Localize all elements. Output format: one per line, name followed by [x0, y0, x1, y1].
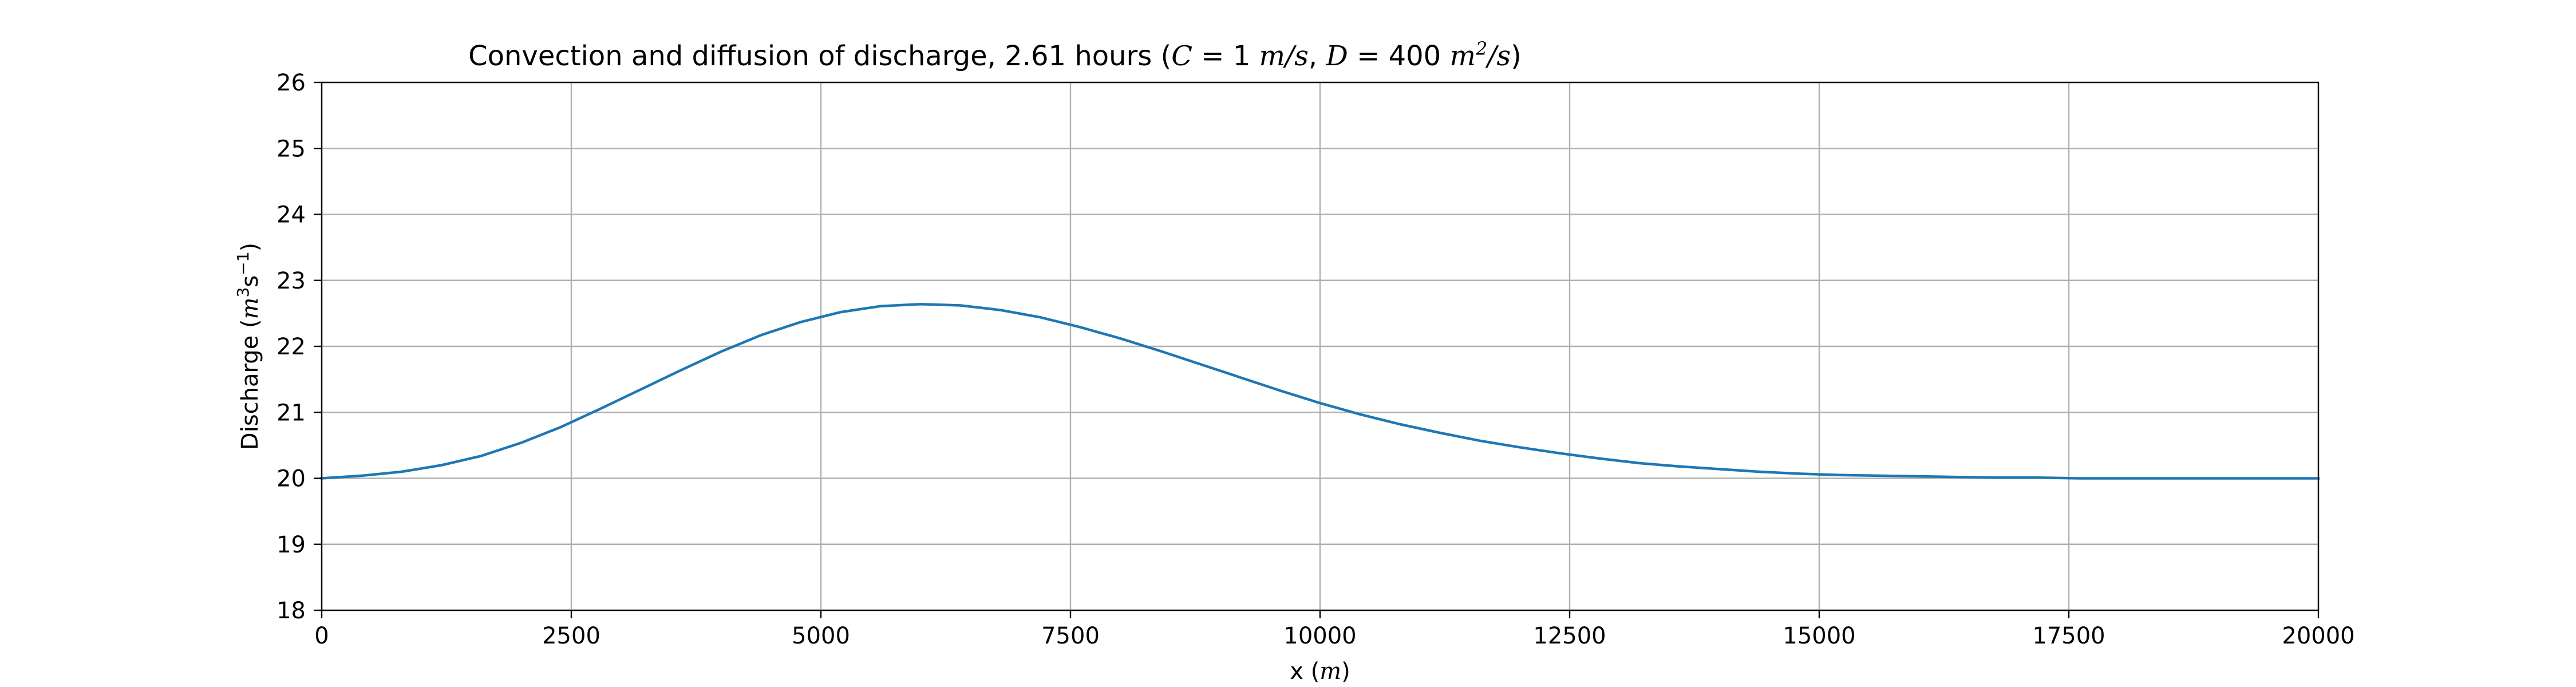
x-axis-label-close: )	[1341, 658, 1350, 685]
x-axis-label-unit: m	[1319, 658, 1341, 685]
x-tick-label: 20000	[2282, 623, 2354, 649]
x-tick-label: 12500	[1533, 623, 1606, 649]
series-layer	[320, 302, 2320, 480]
x-tick-label: 2500	[542, 623, 600, 649]
title-suffix: )	[1511, 40, 1522, 72]
x-tick-label: 7500	[1041, 623, 1100, 649]
y-tick-label: 19	[276, 532, 306, 558]
y-axis-label-exp-neg1: −1	[234, 252, 252, 275]
y-tick-label: 18	[276, 598, 306, 624]
x-axis-label-text: x (	[1290, 658, 1319, 685]
title-d-unit-rest: /s	[1485, 40, 1511, 72]
y-tick-label: 22	[276, 334, 306, 360]
y-tick-label: 25	[276, 136, 306, 162]
x-tick-label: 5000	[792, 623, 850, 649]
title-c-symbol: C	[1171, 40, 1192, 72]
x-tick-label: 17500	[2032, 623, 2105, 649]
y-tick-label: 24	[276, 202, 306, 228]
y-axis-label: Discharge (m3s−1)	[234, 243, 263, 450]
x-tick-label: 0	[314, 623, 329, 649]
title-d-unit-base: m	[1449, 40, 1476, 72]
y-axis-label-unit-m: m	[237, 297, 263, 319]
y-tick-label: 26	[276, 70, 306, 96]
title-c-value: = 1	[1192, 40, 1259, 72]
title-d-value: = 400	[1348, 40, 1450, 72]
y-axis-label-exp3: 3	[234, 287, 252, 298]
title-prefix: Convection and diffusion of discharge, 2…	[468, 40, 1171, 72]
x-tick-label: 15000	[1783, 623, 1855, 649]
title-separator: ,	[1309, 40, 1326, 72]
y-axis-label-text: Discharge (	[237, 319, 263, 450]
y-tick-label: 23	[276, 268, 306, 294]
x-tick-label: 10000	[1283, 623, 1356, 649]
y-axis-label-close: )	[237, 243, 263, 252]
chart-title: Convection and diffusion of discharge, 2…	[468, 38, 1522, 72]
title-d-symbol: D	[1325, 40, 1348, 72]
y-tick-label: 21	[276, 400, 306, 426]
ticks: 0 2500 5000 7500 10000 12500 15000 17500 20000 18…	[276, 70, 2355, 649]
title-d-unit-exp: 2	[1475, 38, 1487, 60]
y-axis-label-unit-s: s	[237, 275, 263, 287]
x-axis-label: x (m)	[1290, 658, 1350, 685]
title-c-unit: m/s	[1259, 40, 1309, 72]
y-tick-label: 20	[276, 466, 306, 492]
series-line	[320, 302, 2320, 480]
